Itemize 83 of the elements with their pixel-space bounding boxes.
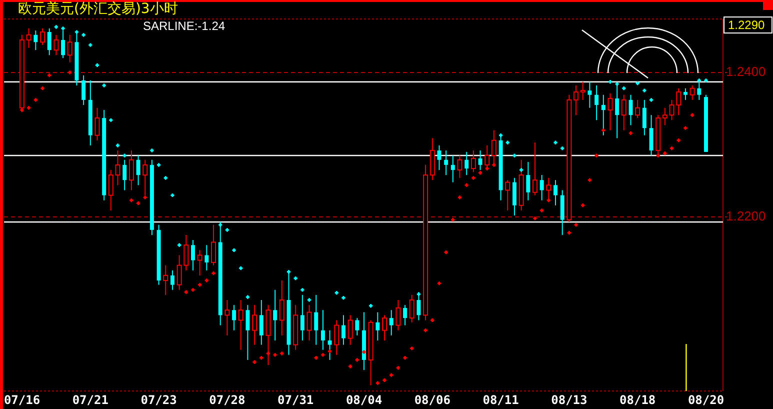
candlestick	[574, 84, 579, 116]
candlestick	[34, 30, 38, 51]
text: 1.2290	[728, 18, 766, 32]
candlestick	[470, 150, 476, 173]
candlestick	[334, 320, 340, 356]
candlestick	[635, 99, 640, 118]
annotation: SARLINE:-1.24	[143, 19, 226, 33]
x-tick-label: 07/23	[140, 393, 177, 407]
candlestick	[238, 299, 244, 350]
y-tick-label: 1.2200	[726, 208, 766, 224]
candlestick	[306, 304, 312, 341]
candlestick	[115, 150, 120, 186]
candlestick	[300, 294, 304, 341]
candlestick	[389, 310, 394, 336]
y-tick-label: 1.2400	[726, 64, 766, 79]
candlestick	[122, 159, 127, 191]
candlestick	[382, 314, 388, 341]
x-tick-label: 08/04	[346, 393, 382, 407]
candlestick	[314, 294, 318, 346]
candlestick	[588, 81, 592, 108]
candlestick	[232, 304, 236, 331]
x-tick-label: 08/18	[620, 393, 656, 407]
candlestick	[546, 177, 552, 201]
candlestick	[540, 174, 544, 201]
candlestick	[320, 310, 325, 350]
candlestick	[170, 270, 174, 290]
x-tick-label: 07/21	[72, 393, 108, 407]
candlestick	[191, 240, 195, 271]
candlestick	[128, 150, 134, 191]
candlestick	[409, 294, 414, 323]
candlestick	[163, 264, 168, 296]
candlestick	[341, 314, 346, 346]
candlestick	[594, 84, 599, 121]
candlestick	[662, 107, 668, 126]
x-tick-label: 07/28	[209, 393, 246, 407]
candlestick	[246, 304, 250, 360]
candlestick	[403, 304, 408, 326]
candlestick	[642, 99, 646, 136]
x-tick-label: 08/11	[482, 393, 519, 407]
x-tick-label: 08/13	[551, 393, 588, 407]
candlestick	[690, 84, 695, 100]
x-tick-label: 07/16	[4, 393, 40, 407]
candlestick	[608, 92, 613, 131]
candlestick	[628, 94, 633, 126]
candlestick	[82, 74, 86, 106]
x-tick-label: 08/20	[688, 393, 724, 407]
candlestick	[396, 299, 401, 331]
candlestick	[259, 299, 264, 346]
candlestick	[478, 150, 482, 170]
candlestick	[252, 304, 258, 346]
chart-title: 欧元美元(外汇交易)3小时	[18, 1, 178, 17]
candlestick	[108, 169, 114, 211]
candlestick	[197, 250, 202, 276]
candlestick	[204, 244, 209, 271]
candlestick	[621, 94, 626, 131]
candlestick	[224, 299, 230, 336]
candlestick	[26, 28, 32, 48]
candlestick	[279, 280, 284, 336]
candlestick	[464, 151, 469, 176]
candlestick	[683, 88, 688, 100]
candlestick	[136, 155, 140, 186]
candlestick	[580, 81, 586, 100]
candlestick	[211, 224, 216, 266]
candlestick	[437, 144, 442, 170]
candlestick	[512, 177, 516, 216]
x-tick-label: 08/06	[414, 393, 450, 407]
candlestick	[554, 180, 558, 206]
candlestick	[376, 312, 380, 341]
candlestick	[450, 155, 455, 183]
candlestick	[505, 180, 510, 211]
candlestick	[40, 28, 46, 46]
candlestick	[355, 318, 360, 336]
candlestick	[47, 28, 52, 56]
candlestick	[273, 289, 278, 341]
candlestick	[67, 34, 72, 63]
candlestick	[54, 34, 59, 56]
candlestick	[444, 150, 448, 176]
candlestick	[649, 114, 654, 156]
candlestick	[94, 107, 100, 141]
candlestick	[532, 142, 538, 196]
x-tick-label: 07/31	[278, 393, 314, 407]
candlestick	[348, 314, 353, 346]
candlestick	[457, 155, 462, 178]
